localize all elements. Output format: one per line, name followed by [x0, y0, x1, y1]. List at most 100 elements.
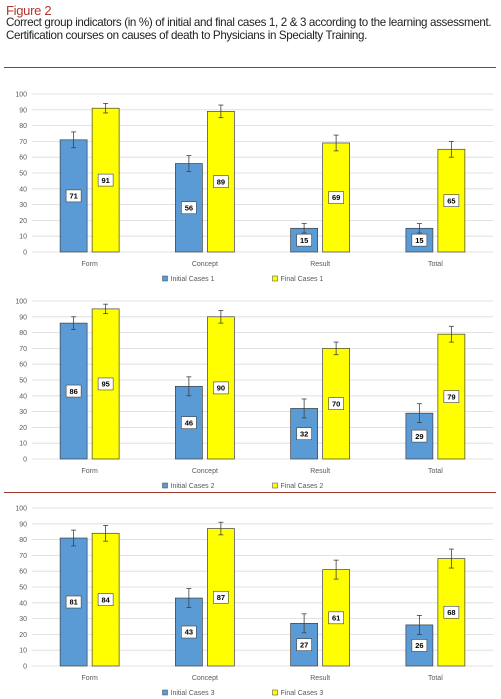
data-label-box [213, 175, 229, 188]
data-label-box [443, 194, 460, 207]
x-tick-label: Total [428, 261, 443, 268]
data-label-box [213, 590, 229, 604]
y-tick-label: 100 [15, 506, 27, 513]
y-tick-label: 80 [19, 537, 27, 544]
x-tick-label: Total [428, 468, 443, 475]
data-label: 46 [185, 418, 193, 427]
y-tick-label: 60 [19, 569, 27, 576]
error-bar [71, 529, 77, 547]
data-label: 61 [332, 614, 340, 623]
data-label: 27 [300, 640, 308, 649]
error-bar [186, 155, 192, 172]
legend-label: Initial Cases 3 [171, 690, 215, 697]
y-tick-label: 30 [19, 409, 27, 416]
error-bar [333, 559, 339, 580]
data-label: 71 [69, 192, 77, 201]
y-tick-label: 50 [19, 171, 27, 178]
error-bar [103, 103, 109, 114]
data-label-box [328, 397, 344, 410]
legend-swatch [272, 275, 278, 282]
legend-swatch [272, 689, 278, 696]
error-bar [333, 341, 339, 356]
error-bar [103, 524, 109, 542]
y-tick-label: 0 [23, 457, 27, 464]
error-bar [333, 134, 339, 152]
y-tick-label: 10 [19, 648, 27, 655]
y-tick-label: 10 [19, 441, 27, 448]
legend-label: Initial Cases 2 [171, 483, 215, 490]
y-tick-label: 30 [19, 616, 27, 623]
data-label-box [213, 381, 229, 395]
y-tick-label: 100 [15, 299, 27, 306]
data-label: 84 [101, 595, 110, 604]
error-bar [71, 316, 77, 330]
y-tick-label: 30 [19, 202, 27, 209]
error-bar [218, 310, 224, 324]
x-tick-label: Form [81, 675, 98, 682]
data-label-box [181, 625, 197, 639]
data-label-box [181, 201, 197, 215]
y-tick-label: 20 [19, 632, 27, 639]
data-label: 86 [69, 387, 77, 396]
error-bar [103, 303, 109, 315]
legend-label: Final Cases 1 [281, 276, 324, 283]
data-label-box [97, 377, 114, 391]
y-tick-label: 80 [19, 123, 27, 130]
data-label-box [296, 638, 312, 651]
data-label-box [181, 416, 197, 429]
x-tick-label: Concept [192, 675, 218, 682]
legend-label: Initial Cases 1 [171, 276, 215, 283]
data-label: 90 [217, 384, 225, 393]
error-bar [416, 615, 422, 635]
data-label: 56 [185, 203, 193, 212]
data-label-box [328, 191, 344, 204]
y-tick-label: 90 [19, 107, 27, 114]
y-tick-label: 100 [15, 92, 27, 99]
data-label-box [443, 390, 460, 403]
data-label-box [97, 593, 114, 606]
error-bar [448, 548, 454, 569]
y-tick-label: 60 [19, 362, 27, 369]
figure-caption: Correct group indicators (in %) of initi… [6, 16, 492, 42]
data-label-box [65, 595, 82, 609]
y-tick-label: 90 [19, 314, 27, 321]
x-tick-label: Form [81, 261, 98, 268]
data-label: 70 [332, 399, 340, 408]
y-tick-label: 50 [19, 378, 27, 385]
x-tick-label: Form [81, 468, 98, 475]
middle-rule [4, 492, 496, 493]
data-label: 65 [447, 196, 455, 205]
data-label-box [443, 605, 460, 619]
data-label: 32 [300, 429, 308, 438]
bar-chart-cases-1: 0 10 20 30 40 50 60 70 80 90 100 Form 71 91 Concept 56 8… [15, 92, 493, 283]
top-rule [4, 67, 496, 68]
data-label-box [97, 173, 114, 187]
y-tick-label: 10 [19, 234, 27, 241]
x-tick-label: Result [310, 261, 330, 268]
x-tick-label: Concept [192, 468, 218, 475]
x-tick-label: Result [310, 675, 330, 682]
y-tick-label: 70 [19, 346, 27, 353]
y-tick-label: 50 [19, 585, 27, 592]
data-label-box [296, 233, 312, 247]
y-tick-label: 20 [19, 425, 27, 432]
data-label: 15 [415, 236, 423, 245]
error-bar [218, 104, 224, 119]
data-label: 43 [185, 628, 193, 637]
data-label: 89 [217, 177, 225, 186]
x-tick-label: Total [428, 675, 443, 682]
y-tick-label: 80 [19, 330, 27, 337]
error-bar [186, 376, 192, 397]
error-bar [301, 223, 307, 234]
data-label: 68 [447, 608, 455, 617]
error-bar [416, 223, 422, 234]
data-label-box [328, 611, 344, 625]
legend-label: Final Cases 2 [281, 483, 324, 490]
bar-chart-cases-3: 0 10 20 30 40 50 60 70 80 90 100 Form 81 84 Concept 43 8… [15, 506, 493, 697]
legend-swatch [162, 275, 168, 282]
error-bar [416, 403, 422, 424]
legend-swatch [272, 482, 278, 489]
y-tick-label: 90 [19, 521, 27, 528]
error-bar [448, 325, 454, 343]
x-tick-label: Result [310, 468, 330, 475]
